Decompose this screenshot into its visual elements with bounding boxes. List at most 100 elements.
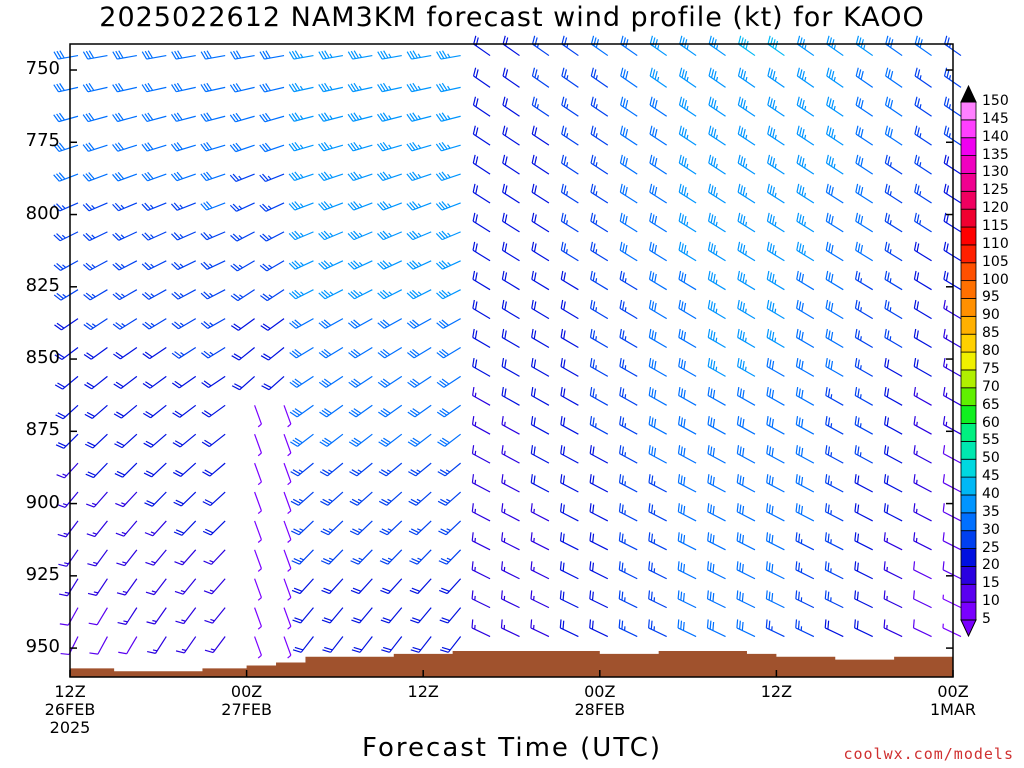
- barb-flag: [798, 446, 801, 456]
- colorbar-tick-label: 100: [982, 271, 1009, 288]
- barb-flag: [504, 69, 509, 78]
- barb-flag: [347, 143, 354, 152]
- barb-flag: [56, 203, 63, 211]
- wind-barb: [53, 202, 79, 212]
- wind-barb: [707, 241, 726, 262]
- x-tick-label: 1MAR: [929, 700, 977, 719]
- barb-shaft: [212, 636, 226, 653]
- barb-flag: [945, 243, 949, 252]
- barb-flag: [115, 292, 123, 299]
- wind-barb: [116, 549, 138, 567]
- barb-shaft: [531, 278, 550, 291]
- barb-half-flag: [595, 75, 598, 80]
- wind-barb: [435, 201, 461, 211]
- wind-barb: [767, 154, 785, 175]
- wind-barb: [707, 532, 726, 551]
- barb-flag: [474, 301, 478, 311]
- barb-shaft: [183, 607, 197, 624]
- wind-barb: [531, 183, 550, 204]
- barb-flag: [291, 350, 300, 357]
- wind-barb: [737, 357, 756, 377]
- barb-shaft: [678, 249, 697, 262]
- wind-barb: [678, 386, 697, 406]
- wind-barb: [708, 125, 726, 146]
- colorbar-tick-label: 95: [982, 289, 1000, 306]
- wind-barb: [560, 386, 579, 406]
- wind-barb: [283, 405, 292, 428]
- barb-flag: [680, 446, 683, 456]
- barb-flag: [708, 35, 712, 45]
- wind-barb: [230, 289, 255, 302]
- barb-shaft: [382, 115, 402, 122]
- barb-flag: [707, 241, 711, 251]
- barb-shaft: [913, 424, 932, 435]
- barb-flag: [563, 185, 567, 194]
- barb-shaft: [93, 491, 108, 508]
- barb-flag: [769, 69, 774, 78]
- barb-flag: [146, 621, 155, 625]
- wind-barb: [471, 532, 491, 551]
- barb-shaft: [297, 462, 314, 477]
- barb-flag: [795, 619, 798, 628]
- barb-flag: [916, 69, 921, 78]
- barb-flag: [379, 113, 386, 121]
- barb-flag: [710, 214, 714, 223]
- wind-barb: [677, 590, 697, 609]
- barb-shaft: [117, 54, 137, 60]
- colorbar-tick-label: 60: [982, 414, 1000, 431]
- barb-flag: [678, 125, 682, 135]
- barb-flag: [683, 215, 687, 225]
- barb-shaft: [472, 395, 491, 406]
- barb-shaft: [649, 133, 667, 146]
- wind-barb: [143, 404, 167, 419]
- barb-flag: [943, 212, 947, 222]
- barb-flag: [85, 232, 93, 240]
- barb-shaft: [88, 202, 108, 212]
- barb-shaft: [707, 569, 726, 580]
- barb-flag: [857, 301, 861, 311]
- wind-barb: [351, 636, 373, 653]
- barb-shaft: [561, 104, 579, 117]
- barb-flag: [471, 474, 475, 483]
- barb-shaft: [736, 511, 756, 522]
- barb-flag: [801, 302, 804, 312]
- barb-flag: [620, 96, 624, 106]
- barb-flag: [173, 261, 181, 269]
- barb-half-flag: [64, 562, 69, 565]
- barb-flag: [712, 447, 715, 457]
- barb-flag: [170, 114, 177, 122]
- barb-flag: [319, 411, 327, 418]
- barb-half-flag: [624, 423, 627, 428]
- barb-flag: [855, 67, 859, 77]
- wind-barb: [559, 619, 579, 638]
- barb-flag: [619, 357, 622, 367]
- barb-flag: [591, 591, 594, 601]
- wind-barb: [618, 561, 638, 580]
- barb-shaft: [124, 549, 138, 566]
- wind-barb: [318, 201, 344, 211]
- barb-shaft: [414, 433, 432, 447]
- barb-flag: [831, 70, 835, 80]
- barb-flag: [323, 260, 331, 268]
- wind-barb: [318, 171, 344, 182]
- barb-shaft: [254, 462, 263, 483]
- barb-shaft: [207, 289, 226, 300]
- wind-barb: [141, 260, 167, 271]
- barb-shaft: [795, 511, 815, 522]
- wind-barb: [435, 171, 461, 182]
- barb-shaft: [708, 133, 726, 146]
- wind-barb: [472, 270, 491, 291]
- barb-shaft: [180, 491, 197, 507]
- wind-barb: [678, 154, 697, 175]
- barb-shaft: [885, 133, 903, 146]
- barb-flag: [56, 143, 63, 151]
- barb-flag: [620, 67, 624, 77]
- barb-flag: [857, 359, 860, 369]
- barb-flag: [741, 476, 745, 486]
- barb-flag: [349, 471, 358, 477]
- barb-shaft: [737, 278, 756, 291]
- barb-shaft: [825, 395, 844, 406]
- barb-shaft: [381, 54, 402, 60]
- barb-flag: [54, 354, 63, 361]
- barb-flag: [291, 231, 299, 239]
